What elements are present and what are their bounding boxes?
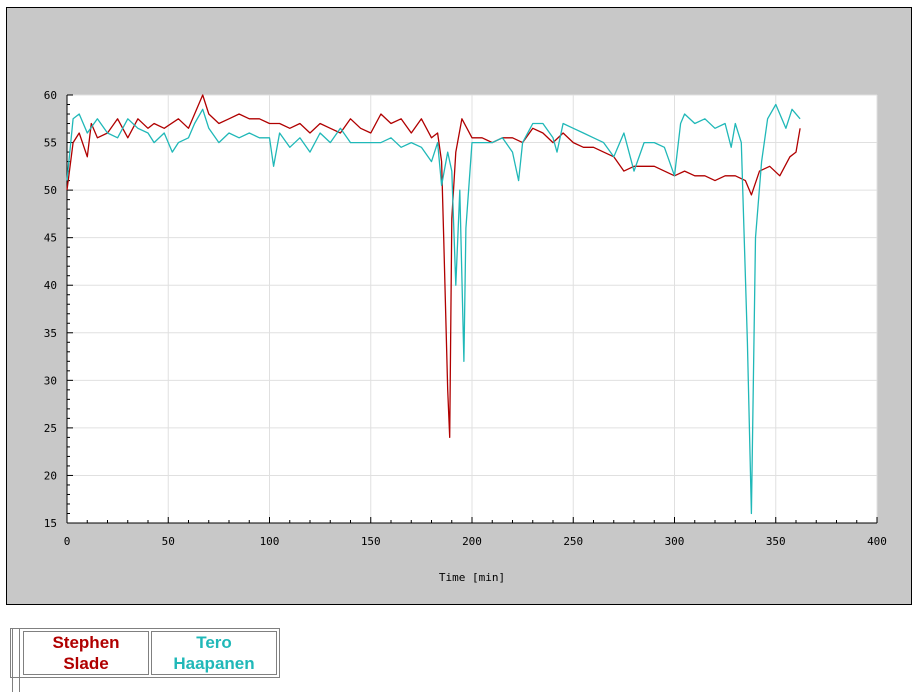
legend-label: Tero bbox=[196, 633, 232, 652]
legend-label: Slade bbox=[63, 654, 109, 673]
y-tick-label: 20 bbox=[44, 469, 57, 482]
series-lines bbox=[66, 94, 801, 515]
legend-entry-tero-haapanen: Tero Haapanen bbox=[151, 631, 277, 675]
x-tick-label: 400 bbox=[867, 535, 887, 548]
legend-gutter bbox=[12, 629, 20, 692]
y-tick-label: 35 bbox=[44, 327, 57, 340]
x-tick-label: 300 bbox=[665, 535, 685, 548]
series-line-tero-haapanen bbox=[66, 103, 801, 515]
x-tick-label: 100 bbox=[260, 535, 280, 548]
y-tick-label: 45 bbox=[44, 232, 57, 245]
chart-frame: 0 50 100 150 200 250 300 350 400 15 20 25 30 35 40 45 50… bbox=[6, 7, 912, 605]
y-tick-label: 50 bbox=[44, 184, 57, 197]
x-tick-label: 350 bbox=[766, 535, 786, 548]
grid-lines bbox=[67, 94, 878, 523]
y-tick-label: 30 bbox=[44, 374, 57, 387]
axes: 0 50 100 150 200 250 300 350 400 15 20 25 30 35 40 45 50… bbox=[44, 89, 887, 548]
line-chart: 0 50 100 150 200 250 300 350 400 15 20 25 30 35 40 45 50… bbox=[44, 89, 887, 584]
legend-label: Haapanen bbox=[173, 654, 255, 673]
y-tick-label: 55 bbox=[44, 137, 57, 150]
x-tick-label: 250 bbox=[563, 535, 583, 548]
y-tick-label: 25 bbox=[44, 422, 57, 435]
legend: Stephen Slade Tero Haapanen bbox=[10, 628, 280, 678]
y-tick-label: 40 bbox=[44, 279, 57, 292]
legend-label: Stephen bbox=[52, 633, 120, 652]
series-line-stephen-slade bbox=[66, 94, 801, 439]
x-axis-label: Time [min] bbox=[439, 571, 505, 584]
legend-entry-stephen-slade: Stephen Slade bbox=[23, 631, 149, 675]
y-tick-label: 60 bbox=[44, 89, 57, 102]
x-tick-label: 0 bbox=[64, 535, 71, 548]
y-tick-label: 15 bbox=[44, 517, 57, 530]
x-tick-label: 200 bbox=[462, 535, 482, 548]
x-tick-label: 150 bbox=[361, 535, 381, 548]
x-tick-label: 50 bbox=[162, 535, 175, 548]
